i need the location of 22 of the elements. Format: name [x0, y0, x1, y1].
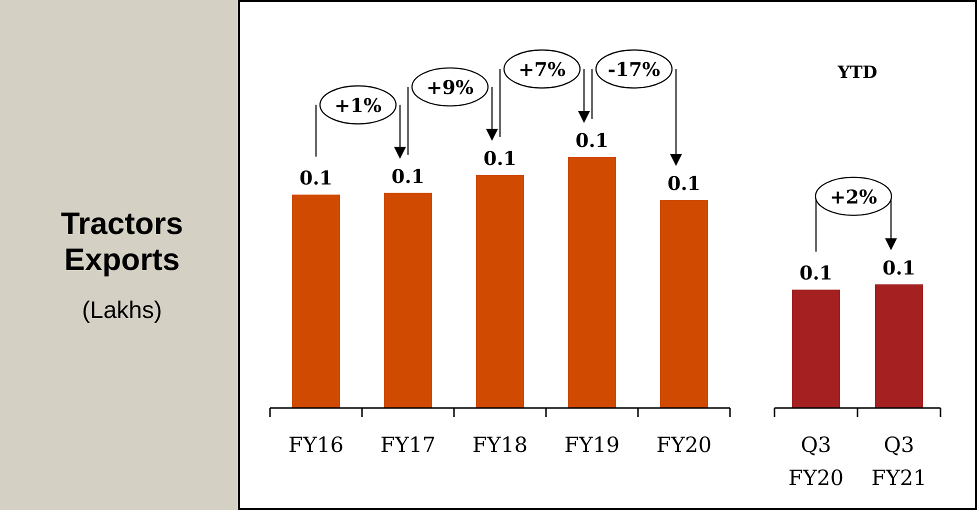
text: +9%: [426, 76, 474, 99]
x-tick-label: FY17: [380, 433, 436, 457]
data-label: 0.1: [882, 257, 916, 280]
text: (Lakhs): [82, 297, 162, 324]
x-tick-label: FY16: [288, 433, 344, 457]
text: +7%: [518, 59, 566, 81]
data-label: 0.1: [299, 168, 333, 190]
text: Tractors Exports: [60, 206, 184, 277]
annotation: +2%: [830, 186, 878, 208]
text: +1%: [334, 94, 382, 117]
x-tick-label: FY18: [472, 433, 528, 457]
text: -17%: [608, 59, 660, 81]
data-label: 0.1: [391, 166, 425, 188]
text: YTD: [836, 63, 878, 83]
data-label: 0.1: [799, 262, 833, 285]
data-label: 0.1: [575, 130, 609, 152]
x-tick-label: Q3 FY20: [788, 433, 844, 490]
data-label: 0.1: [483, 148, 517, 170]
x-tick-label: FY19: [564, 433, 620, 457]
x-tick-label: FY20: [656, 433, 712, 457]
x-tick-label: Q3 FY21: [871, 433, 927, 490]
data-label: 0.1: [667, 173, 701, 196]
